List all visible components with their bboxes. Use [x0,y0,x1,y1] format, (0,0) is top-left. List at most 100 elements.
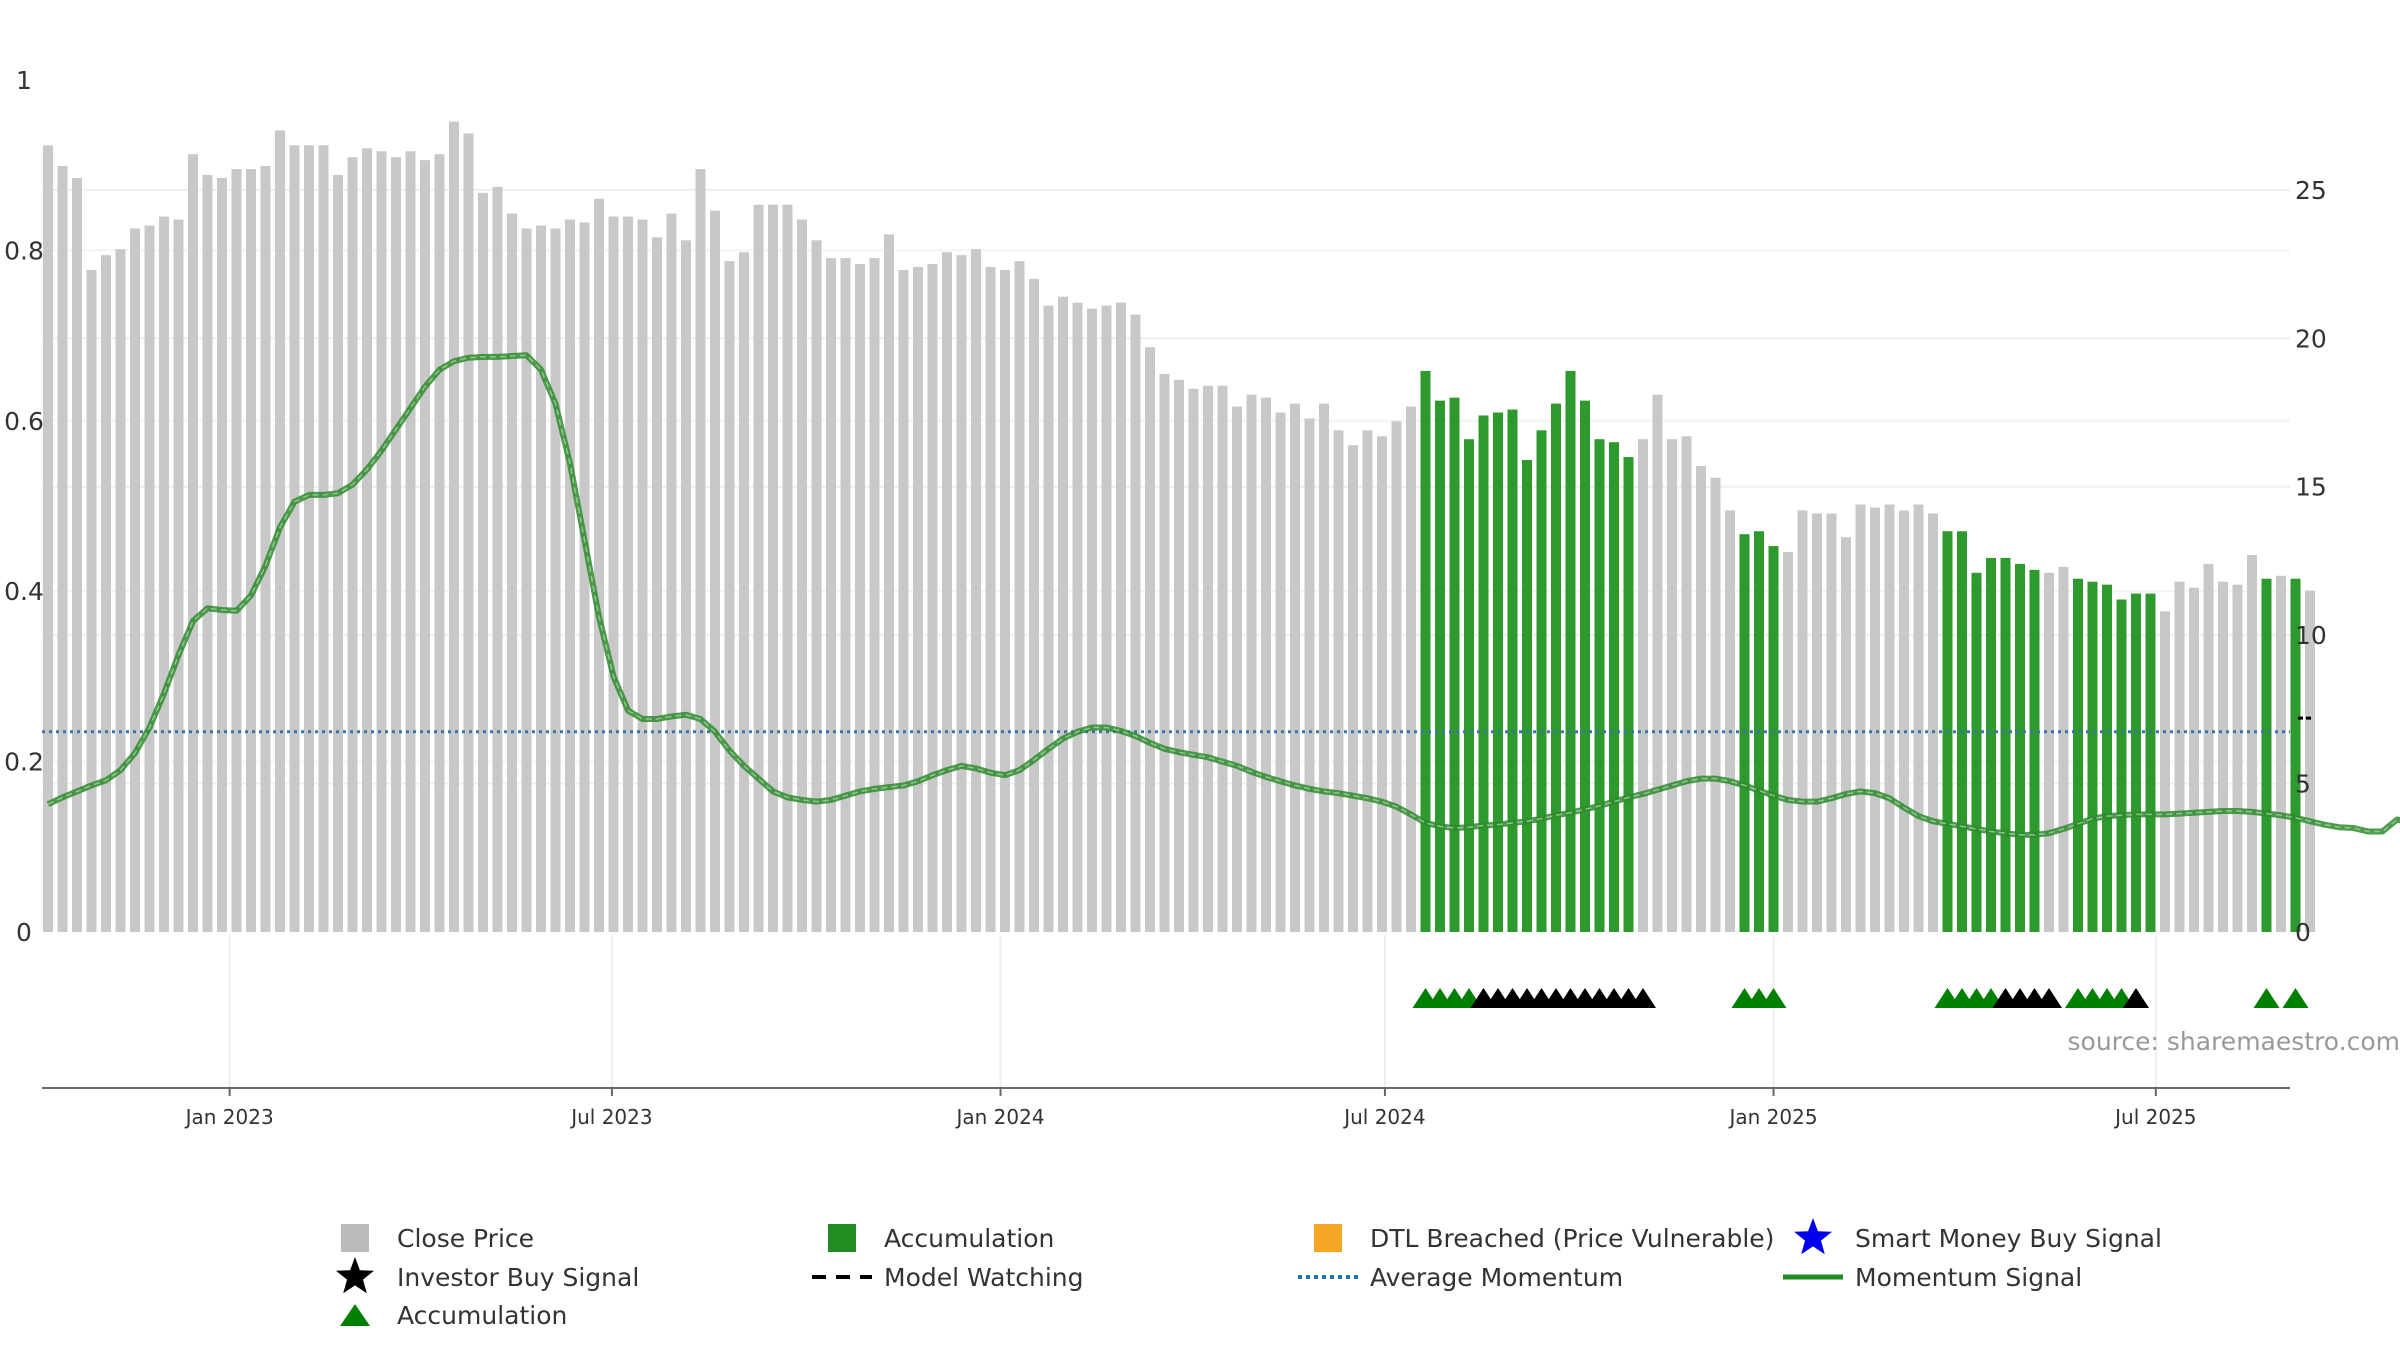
close-price-bar [463,133,474,932]
close-price-bar [1000,269,1010,932]
close-price-bar [1377,436,1387,932]
close-price-bar [1710,477,1721,932]
close-price-bar [1899,510,1909,932]
legend-swatch-accumulation [828,1224,856,1252]
close-price-bar [695,169,706,933]
accumulation-bar [1580,400,1590,932]
close-price-bar [1116,302,1126,932]
close-price-bar [1870,507,1880,932]
close-price-bar [753,204,764,932]
close-price-bar [1696,465,1706,932]
accumulation-bar [1449,397,1460,932]
close-price-bar [1913,504,1924,932]
accumulation-bar [1522,459,1532,932]
close-price-bar [811,240,822,932]
close-price-bar [637,219,648,933]
x-tick-label: Jan 2025 [1727,1105,1817,1129]
accumulation-bar [2087,581,2098,932]
close-price-bar [942,252,952,933]
x-tick-label: Jan 2024 [954,1105,1044,1129]
accumulation-bar [1551,403,1561,932]
legend-label-investor-buy-signal: Investor Buy Signal [397,1263,639,1292]
accumulation-triangle [1760,988,1787,1008]
left-tick-label: 0.2 [4,748,44,777]
investor-buy-triangle [2123,988,2149,1008]
close-price-bar [1406,406,1416,932]
left-axis: 0 0.2 0.4 0.6 0.8 1 [4,66,44,947]
close-price-bar [1014,261,1025,932]
close-price-bar [362,148,372,932]
close-price-bar [434,154,445,932]
close-price-bar [550,228,561,932]
legend-label-momentum-signal: Momentum Signal [1855,1263,2082,1292]
right-axis: 0 5 10 15 20 25 [2295,176,2327,947]
legend-star-investor-buy-signal [336,1257,374,1294]
close-price-bar [449,121,459,932]
close-price-bar [536,225,546,933]
left-tick-label: 0.8 [4,236,44,265]
legend-label-accumulation: Accumulation [884,1224,1054,1253]
close-price-bar [985,267,996,932]
close-price-bar [927,264,938,932]
close-price-bar [1246,394,1257,932]
close-price-bar [202,174,213,932]
close-price-bar [217,177,227,933]
close-price-bar [2058,566,2069,932]
close-price-bar [1217,385,1228,933]
accumulation-bar [1536,430,1547,932]
close-price-bar [1667,439,1677,932]
close-price-bar [1087,308,1097,933]
close-price-bar [173,219,184,933]
close-price-bar [492,186,503,932]
close-price-bar [623,216,633,932]
close-price-bar [724,261,735,932]
close-price-bar [2305,590,2315,932]
close-price-bar [608,216,619,932]
accumulation-bar [1971,572,1982,932]
close-price-bar [391,157,401,932]
close-price-bar [86,269,97,932]
close-price-bar [1725,510,1735,932]
close-price-bar [971,249,981,933]
close-price-bar [333,174,343,932]
left-tick-label: 0.6 [4,407,44,436]
close-price-bar [1145,347,1155,932]
accumulation-bar [1464,439,1474,932]
accumulation-bar [2102,584,2112,932]
accumulation-bar [1565,370,1576,932]
close-price-bar [1855,504,1866,932]
close-price-bar [1391,421,1402,932]
accumulation-bar [1493,412,1503,932]
close-price-bar [2218,581,2228,932]
close-price-bar [2203,563,2214,932]
x-tick-label: Jul 2023 [569,1105,652,1129]
close-price-bar [666,213,677,932]
close-price-bar [1638,439,1648,932]
close-price-bar [1261,397,1271,932]
legend-label-dtl-breached-price-vulnerable: DTL Breached (Price Vulnerable) [1370,1224,1774,1253]
accumulation-bar [1623,457,1634,932]
close-price-bar [1174,379,1184,932]
accumulation-bar [2000,557,2011,932]
close-price-bar [1797,510,1808,932]
legend-label-smart-money-buy-signal: Smart Money Buy Signal [1855,1224,2162,1253]
close-price-bar [855,264,865,932]
legend: Close Price Accumulation DTL Breached (Pri… [336,1218,2162,1330]
right-tick-label: 25 [2295,176,2327,205]
close-price-bar [478,192,488,933]
close-price-bar [2044,572,2054,932]
close-price-bar [1130,314,1141,932]
close-price-bar [1652,394,1663,932]
accumulation-bar [1435,400,1445,932]
investor-buy-triangle [2036,988,2062,1008]
close-price-bar [231,169,242,933]
accumulation-bar [1507,409,1518,932]
accumulation-bar [2261,578,2272,932]
right-tick-label: 5 [2295,770,2311,799]
close-price-bar [1348,445,1358,932]
close-price-bar [507,213,517,932]
close-price-bar [739,252,749,933]
close-price-bar [594,198,604,932]
x-axis: Jan 2023 Jul 2023 Jan 2024 Jul 2024 Jan 2025… [42,1087,2290,1129]
legend-swatch-dtl-breached-price-vulnerable [1314,1224,1342,1252]
